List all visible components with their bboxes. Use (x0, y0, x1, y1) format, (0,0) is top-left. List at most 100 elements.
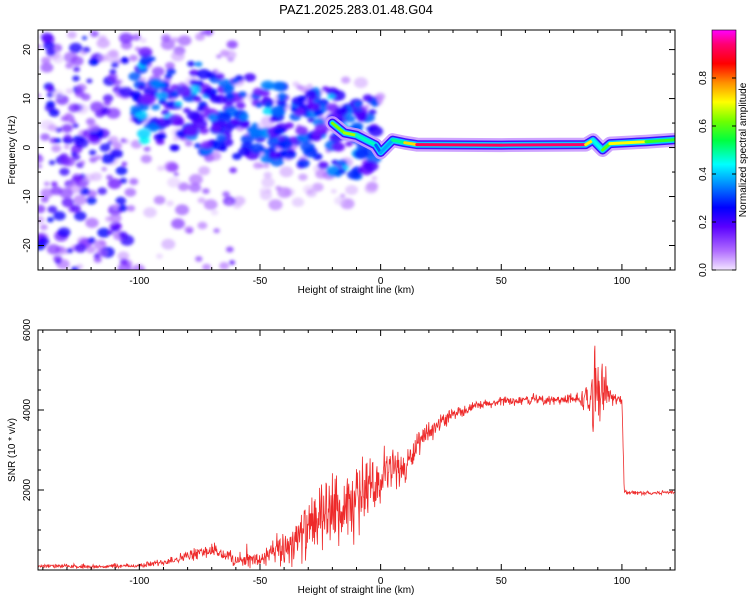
snr-panel: -100 -50 0 50 100 2000 4000 6000 Height of stra… (7, 318, 676, 596)
spectrogram-cell (255, 102, 263, 108)
spectrogram-cell (40, 188, 54, 199)
spectrogram-cell (157, 117, 172, 128)
spectrogram-cell (102, 94, 114, 103)
spectrogram-cell (59, 167, 70, 176)
spectrogram-ridge-segment (379, 138, 395, 154)
spectrogram-cell (249, 127, 265, 138)
spectrogram-cell (327, 93, 336, 100)
spectrogram-cell (109, 213, 122, 223)
spectrogram-cell (232, 152, 242, 160)
spectrogram-cell (282, 149, 297, 160)
spectrogram-cell (143, 207, 157, 218)
spectrogram-cell (364, 183, 378, 194)
spectrogram-cell (65, 62, 74, 69)
spectrogram-cell (43, 41, 55, 50)
spectrogram-cell (129, 54, 138, 62)
spectrogram-cell (47, 205, 58, 214)
spectrogram-cell (203, 199, 218, 210)
spectrogram-cell (74, 243, 87, 253)
spectrogram-cell (103, 100, 112, 107)
spectrogram-cell (213, 228, 220, 234)
spectrogram-cell (139, 94, 155, 105)
spectrogram-cell (193, 95, 202, 102)
spectrogram-cell (157, 165, 165, 172)
x-tick-label: 0 (378, 576, 384, 587)
spectrogram-cell (321, 86, 330, 92)
spectrogram-ridge-segment (591, 138, 605, 152)
spectrogram-cell (46, 48, 56, 57)
spectrogram-cell (46, 92, 54, 98)
spectrogram-cell (345, 141, 353, 147)
spectrogram-cell (53, 255, 63, 262)
spectrogram-cell (101, 166, 107, 172)
spectrogram-cell (243, 73, 256, 82)
spectrogram-cell (128, 72, 141, 81)
spectrogram-cell (200, 141, 213, 150)
spectrogram-cell (108, 136, 119, 144)
spectrogram-cell (38, 237, 50, 246)
spectrogram-cell (139, 57, 152, 67)
spectrogram-cell (173, 172, 179, 177)
spectrogram-cell (259, 164, 265, 168)
spectrogram-cell (105, 216, 113, 222)
spectrogram-cell (202, 188, 210, 195)
colorbar-label: Normalized spectral amplitude (738, 82, 749, 217)
spectrogram-ridge-segment (342, 131, 358, 137)
spectrogram-cell (115, 223, 121, 228)
spectrogram-cell (89, 134, 99, 142)
spectrogram-cell (188, 174, 203, 185)
spectrogram-cell (261, 177, 275, 188)
spectrogram-cell (161, 34, 171, 42)
spectrogram-cell (166, 101, 175, 107)
spectrogram-cell (107, 73, 118, 82)
spectrogram-cell (47, 124, 58, 132)
spectrogram-ridge (325, 116, 675, 160)
spectrogram-cell (101, 153, 116, 164)
y-tick-label: 4000 (22, 398, 33, 421)
spectrogram-cell (117, 262, 132, 270)
spectrogram-y-axis-label: Frequency (Hz) (7, 116, 18, 185)
spectrogram-cell (132, 264, 145, 270)
spectrogram-cell (112, 204, 119, 210)
spectrogram-cell (83, 173, 95, 182)
spectrogram-cell (296, 84, 303, 90)
chart-title: PAZ1.2025.283.01.48.G04 (279, 2, 433, 17)
spectrogram-cell (240, 122, 250, 129)
spectrogram-cell (99, 143, 111, 152)
spectrogram-cell (183, 125, 198, 137)
spectrogram-cell (48, 160, 56, 166)
spectrogram-cell (79, 187, 90, 196)
spectrogram-cell (99, 240, 106, 246)
spectrogram-cell (188, 183, 202, 193)
spectrogram-cell (38, 164, 43, 169)
snr-frame (37, 329, 676, 571)
spectrogram-cell (164, 73, 173, 80)
spectrogram-cell (151, 66, 165, 77)
spectrogram-cell (184, 226, 194, 234)
spectrogram-cell (107, 178, 122, 189)
spectrogram-cell (155, 91, 168, 101)
spectrogram-cell (121, 161, 128, 167)
spectrogram-cell (41, 56, 51, 65)
x-tick-label: 50 (496, 276, 508, 287)
spectrogram-cell (51, 144, 62, 153)
spectrogram-cell (250, 143, 265, 154)
spectrogram-cell (111, 61, 119, 68)
colorbar-tick-label: 0.0 (698, 263, 709, 277)
spectrogram-cell (71, 266, 80, 270)
spectrogram-cell (88, 149, 97, 156)
spectrogram-cell (137, 84, 145, 91)
spectrogram-cell (330, 189, 337, 194)
spectrogram-cell (72, 75, 80, 82)
spectrogram-ridge-segment (499, 143, 588, 147)
spectrogram-cell (161, 109, 170, 116)
spectrogram-cell (240, 134, 254, 144)
spectrogram-cell (171, 51, 185, 62)
x-tick-label: 0 (378, 276, 384, 287)
spectrogram-cell (119, 258, 128, 265)
spectrogram-cell (89, 156, 97, 163)
spectrogram-cell (268, 150, 281, 160)
spectrogram-cell (65, 88, 74, 94)
spectrogram-cell (38, 44, 42, 49)
